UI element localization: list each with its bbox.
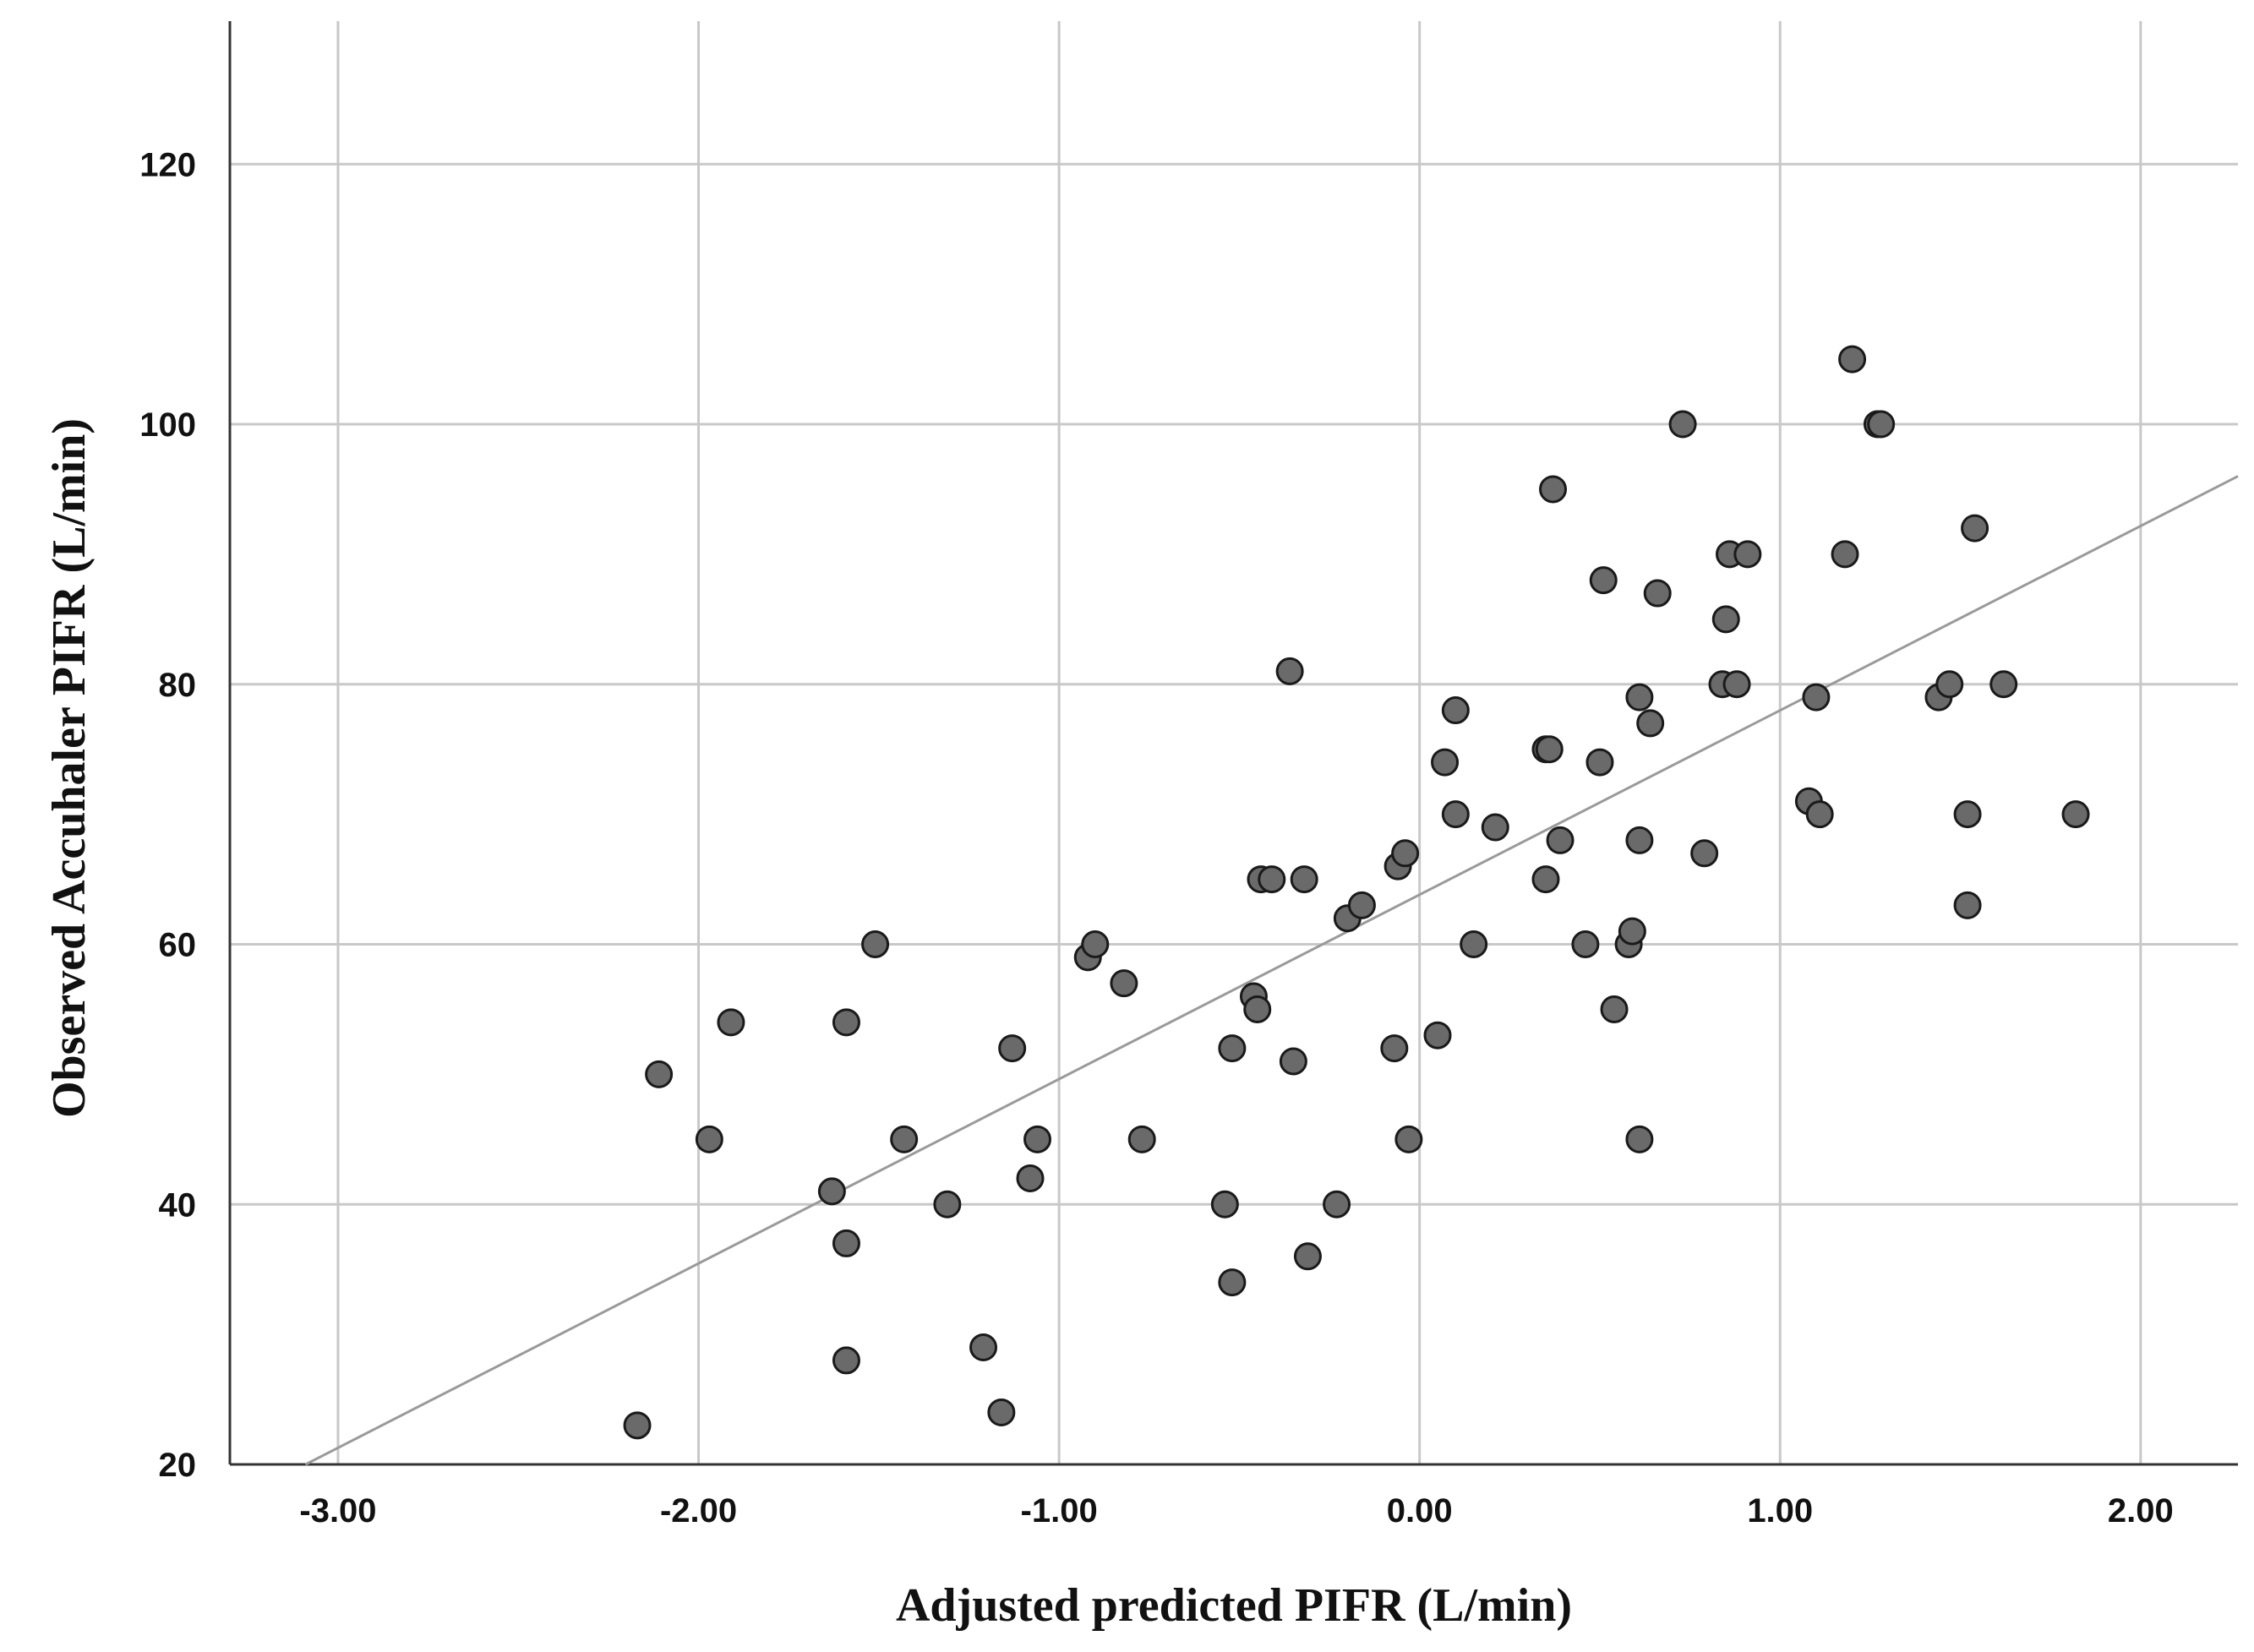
data-point [933, 1190, 962, 1219]
data-point [1258, 865, 1286, 894]
data-point [1668, 410, 1697, 439]
data-point [1210, 1190, 1239, 1219]
data-point [1618, 917, 1646, 946]
data-point [1953, 800, 1982, 829]
y-axis-title: Observed Accuhaler PIFR (L/min) [43, 418, 96, 1118]
y-tick-labels: 20 40 60 80 100 120 [139, 146, 196, 1484]
data-point [1989, 670, 2018, 699]
data-point [645, 1060, 674, 1088]
data-point [1585, 748, 1614, 777]
data-point [1571, 930, 1600, 959]
x-tick-label: -3.00 [299, 1492, 376, 1529]
y-tick-label: 40 [159, 1186, 197, 1224]
data-point [717, 1008, 745, 1037]
x-tick-label: 2.00 [2108, 1492, 2174, 1529]
data-point [1127, 1125, 1156, 1153]
data-point [832, 1346, 860, 1375]
data-point [1275, 657, 1304, 685]
data-point [1643, 579, 1672, 608]
data-point [623, 1411, 652, 1440]
data-point [1600, 995, 1629, 1023]
data-point [861, 930, 890, 959]
data-point [1838, 345, 1867, 373]
data-point [1733, 540, 1762, 569]
data-point [1636, 709, 1665, 738]
data-point [1380, 1034, 1409, 1063]
data-point [998, 1034, 1027, 1063]
data-point [1460, 930, 1488, 959]
x-tick-label: 1.00 [1747, 1492, 1813, 1529]
data-point [1431, 748, 1460, 777]
data-point [832, 1229, 860, 1257]
data-point [1531, 865, 1560, 894]
data-point [1081, 930, 1110, 959]
data-point [1805, 800, 1834, 829]
data-point [1867, 410, 1896, 439]
data-point [1625, 683, 1654, 712]
data-point [1625, 826, 1654, 854]
y-tick-label: 80 [159, 667, 197, 704]
data-point [2061, 800, 2090, 829]
data-point [1539, 475, 1568, 504]
data-point [1711, 605, 1740, 634]
y-tick-label: 60 [159, 927, 197, 964]
regression-line [304, 475, 2239, 1466]
y-tick-label: 20 [159, 1447, 197, 1484]
data-point [1625, 1125, 1654, 1153]
data-point [1279, 1047, 1307, 1076]
data-point [1218, 1268, 1247, 1297]
data-point [1243, 995, 1272, 1023]
data-point [1290, 865, 1318, 894]
data-point [1535, 735, 1564, 764]
x-tick-label: 0.00 [1387, 1492, 1453, 1529]
data-point [1323, 1190, 1351, 1219]
data-point [1481, 813, 1509, 842]
x-tick-label: -2.00 [660, 1492, 737, 1529]
data-point [1589, 566, 1618, 595]
data-point [1935, 670, 1964, 699]
data-point [1110, 969, 1138, 998]
data-point [1441, 696, 1470, 725]
data-point [890, 1125, 919, 1153]
x-tick-labels: -3.00 -2.00 -1.00 0.00 1.00 2.00 [299, 1492, 2173, 1529]
data-point [817, 1177, 846, 1206]
data-point [1722, 670, 1751, 699]
data-point [1394, 1125, 1423, 1153]
x-tick-label: -1.00 [1021, 1492, 1098, 1529]
data-point [1441, 800, 1470, 829]
data-point [1016, 1164, 1045, 1192]
data-point [1423, 1021, 1452, 1050]
vertical-gridlines [336, 21, 2142, 1464]
data-point [1831, 540, 1859, 569]
data-point [1953, 891, 1982, 919]
y-tick-label: 120 [139, 146, 196, 183]
data-point [969, 1333, 998, 1362]
data-points [623, 345, 2090, 1440]
x-axis-title: Adjusted predicted PIFR (L/min) [896, 1579, 1572, 1632]
data-point [1218, 1034, 1247, 1063]
data-point [1546, 826, 1575, 854]
data-point [1802, 683, 1831, 712]
data-point [1391, 839, 1420, 868]
y-tick-label: 100 [139, 406, 196, 444]
data-point [1293, 1242, 1322, 1271]
data-point [832, 1008, 860, 1037]
data-point [695, 1125, 723, 1153]
data-point [1961, 514, 1989, 542]
data-point [1023, 1125, 1052, 1153]
data-point [987, 1398, 1016, 1426]
data-point [1690, 839, 1719, 868]
data-point [1347, 891, 1376, 919]
